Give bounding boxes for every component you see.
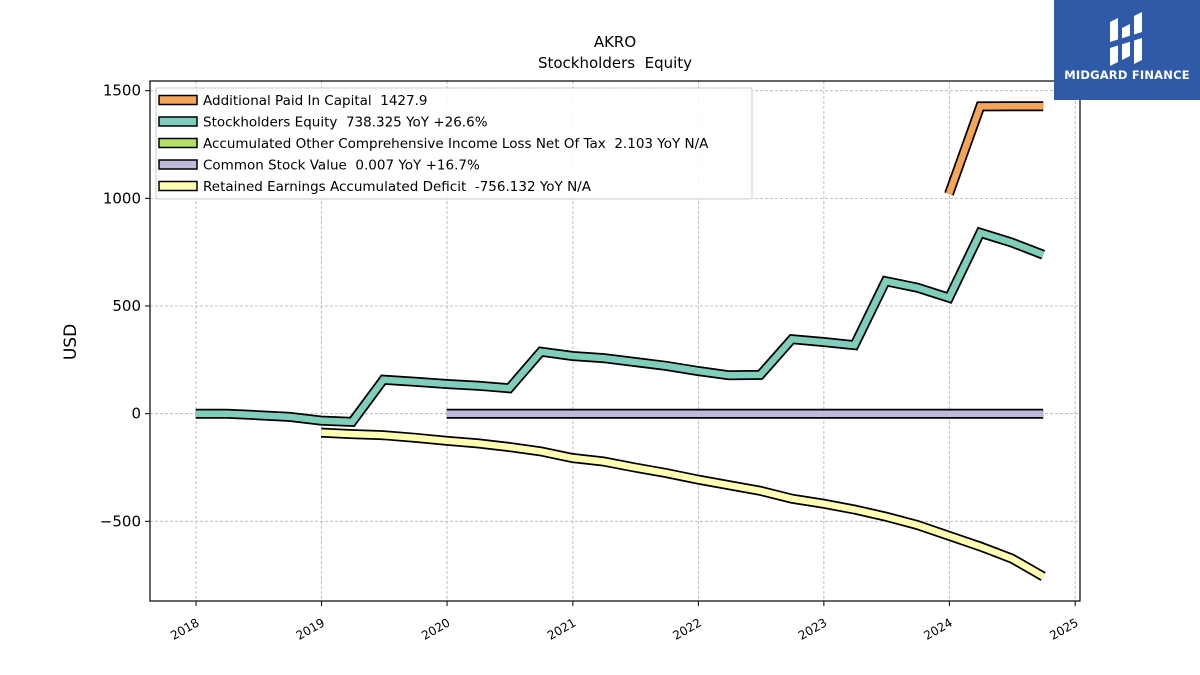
logo-mark-icon <box>1110 12 1142 66</box>
legend-swatch <box>158 116 198 127</box>
series-line <box>195 228 1045 426</box>
x-tick-label: 2021 <box>545 615 578 642</box>
series-line-outline <box>195 226 1046 428</box>
x-tick-label: 2019 <box>294 615 327 642</box>
legend-label: Retained Earnings Accumulated Deficit -7… <box>203 179 592 195</box>
legend: Additional Paid In Capital 1427.9 Stockho… <box>155 87 753 200</box>
midgard-finance-logo: MIDGARD FINANCE <box>1054 0 1200 100</box>
legend-label: Accumulated Other Comprehensive Income L… <box>203 136 709 152</box>
x-tick-label: 2023 <box>796 615 829 642</box>
y-tick-label: 0 <box>131 405 141 423</box>
legend-box <box>155 87 753 200</box>
x-axis: 2018 2019 2020 2021 2022 2023 2024 2025 <box>168 601 1081 643</box>
chart-subtitle: Stockholders Equity <box>538 54 692 72</box>
series-line <box>321 429 1045 580</box>
series-5 <box>320 427 1046 581</box>
y-tick-label: 500 <box>112 297 141 315</box>
x-tick-label: 2018 <box>168 615 201 642</box>
chart-title: AKRO <box>594 33 636 51</box>
series-line <box>945 102 1044 196</box>
legend-swatch <box>158 94 198 106</box>
legend-label: Common Stock Value 0.007 YoY +16.7% <box>203 158 480 174</box>
y-tick-label: 1500 <box>103 82 141 100</box>
legend-swatch <box>158 159 198 170</box>
x-tick-label: 2022 <box>670 615 703 642</box>
x-tick-label: 2020 <box>419 615 452 642</box>
x-tick-label: 2024 <box>921 615 954 642</box>
legend-swatch <box>158 137 198 149</box>
series-layer <box>195 101 1046 581</box>
plot-frame <box>149 80 1081 602</box>
series-1 <box>944 101 1044 196</box>
series-2 <box>195 226 1046 428</box>
y-axis-label: USD <box>61 324 81 360</box>
y-axis: −500 0 500 1000 1500 <box>100 82 150 530</box>
y-tick-label: 1000 <box>103 189 141 207</box>
legend-label: Stockholders Equity 738.325 YoY +26.6% <box>203 115 488 131</box>
legend-swatch <box>158 180 198 192</box>
legend-label: Additional Paid In Capital 1427.9 <box>203 93 427 109</box>
y-tick-label: −500 <box>100 512 141 530</box>
series-line-outline <box>320 427 1046 581</box>
x-tick-label: 2025 <box>1047 615 1080 642</box>
logo-text: MIDGARD FINANCE <box>1064 68 1190 82</box>
